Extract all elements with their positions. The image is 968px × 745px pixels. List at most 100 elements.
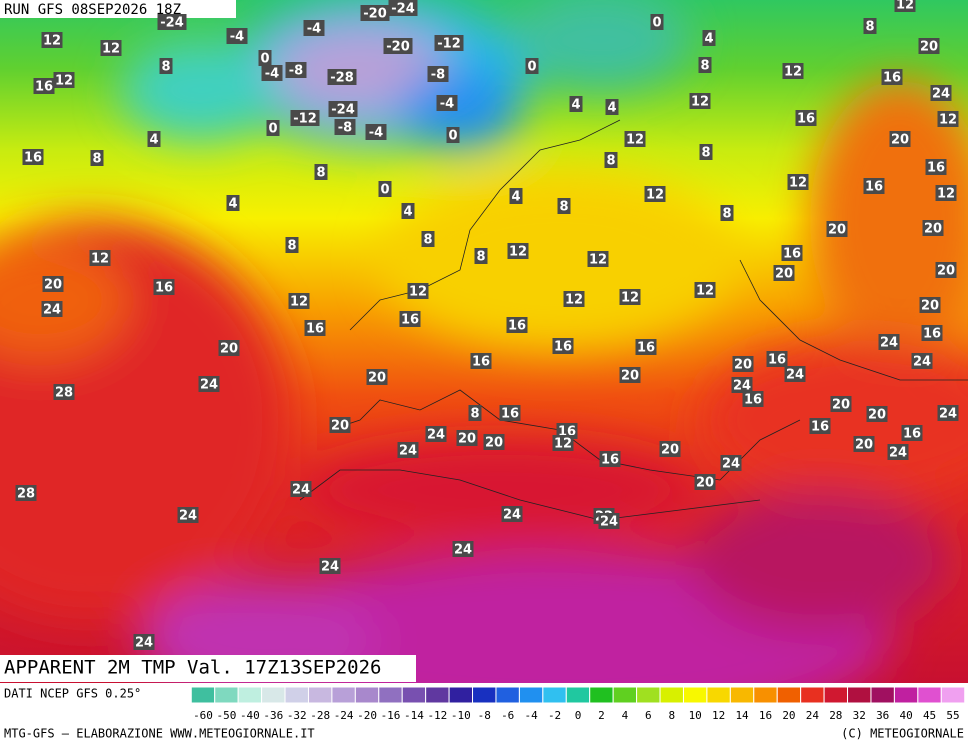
isotherm-label: 16 [783, 247, 801, 262]
label-box [427, 66, 449, 82]
isotherm-label: 20 [44, 278, 62, 293]
label-box [507, 243, 529, 259]
label-box [809, 418, 831, 434]
colorbar-swatch [214, 686, 239, 704]
isotherm-label: 0 [380, 183, 389, 198]
label-box [644, 186, 666, 202]
label-box [781, 245, 803, 261]
isotherm-label: 20 [368, 371, 386, 386]
colorbar-label: 12 [712, 709, 725, 722]
label-box [366, 369, 388, 385]
label-box [659, 441, 681, 457]
colorbar-swatch [636, 686, 661, 704]
label-box [42, 276, 64, 292]
colorbar-swatch [354, 686, 380, 704]
label-box [894, 0, 916, 12]
label-box [329, 417, 351, 433]
isotherm-label: 0 [527, 60, 536, 75]
label-box [401, 203, 415, 219]
isotherm-label: 16 [601, 453, 619, 468]
isotherm-label: -12 [437, 37, 461, 52]
isotherm-label: 12 [290, 295, 308, 310]
colorbar-swatch [776, 686, 802, 704]
colorbar-label: -10 [451, 709, 471, 722]
isotherm-label: 16 [24, 151, 42, 166]
colorbar-label: 14 [735, 709, 749, 722]
label-box [563, 291, 585, 307]
isotherm-label: 16 [811, 420, 829, 435]
label-box [53, 384, 75, 400]
label-box [266, 120, 280, 136]
colorbar-label: -32 [287, 709, 307, 722]
isotherm-label: 8 [559, 200, 568, 215]
colorbar-label: 6 [645, 709, 652, 722]
label-box [795, 110, 817, 126]
label-box [766, 351, 788, 367]
colorbar-swatch [706, 686, 731, 704]
isotherm-label: 12 [937, 187, 955, 202]
isotherm-label: 16 [472, 355, 490, 370]
isotherm-label: 24 [179, 509, 197, 524]
label-box [782, 63, 804, 79]
label-box [552, 435, 574, 451]
isotherm-label: 12 [789, 176, 807, 191]
isotherm-label: 20 [921, 299, 939, 314]
colorbar-label: 40 [900, 709, 913, 722]
isotherm-label: 20 [855, 438, 873, 453]
isotherm-label: 4 [704, 32, 713, 47]
isotherm-label: 16 [903, 427, 921, 442]
isotherm-label: 12 [565, 293, 583, 308]
label-box [499, 405, 521, 421]
colorbar-label: 2 [598, 709, 605, 722]
colorbar-label: 32 [853, 709, 866, 722]
colorbar-label: -60 [193, 709, 213, 722]
copyright: (C) METEOGIORNALE [841, 727, 964, 741]
label-box [90, 150, 104, 166]
label-box [53, 72, 75, 88]
isotherm-label: 20 [696, 476, 714, 491]
label-box [468, 405, 482, 421]
isotherm-label: 24 [292, 483, 310, 498]
label-box [425, 426, 447, 442]
label-box [100, 40, 122, 56]
map-title: APPARENT 2M TMP Val. 17Z13SEP2026 [4, 657, 382, 679]
isotherm-label: 28 [17, 487, 35, 502]
isotherm-label: 12 [691, 95, 709, 110]
label-box [922, 220, 944, 236]
isotherm-label: 20 [775, 267, 793, 282]
isotherm-label: 20 [485, 436, 503, 451]
label-box [587, 251, 609, 267]
colorbar-swatch [237, 686, 263, 704]
isotherm-label: 8 [470, 407, 479, 422]
colorbar-swatch [307, 686, 333, 704]
label-box [598, 513, 620, 529]
isotherm-label: 20 [832, 398, 850, 413]
colorbar-label: 10 [689, 709, 702, 722]
label-box [483, 434, 505, 450]
label-box [446, 127, 460, 143]
isotherm-label: -20 [363, 7, 387, 22]
colorbar-swatch [448, 686, 474, 704]
isotherm-label: 8 [701, 146, 710, 161]
colorbar-swatch [284, 686, 309, 704]
label-box [866, 406, 888, 422]
label-box [421, 231, 435, 247]
label-box [198, 376, 220, 392]
label-box [552, 338, 574, 354]
colorbar-swatch [682, 686, 708, 704]
isotherm-label: 4 [607, 101, 616, 116]
isotherm-label: -4 [230, 30, 244, 45]
label-box [689, 93, 711, 109]
isotherm-label: 24 [503, 508, 521, 523]
label-box [742, 391, 764, 407]
isotherm-label: 24 [889, 446, 907, 461]
coastlines [299, 119, 968, 521]
label-box [133, 634, 155, 650]
label-box [731, 377, 753, 393]
isotherm-label: 16 [768, 353, 786, 368]
isotherm-label: -4 [440, 97, 454, 112]
colorbar-label: 28 [829, 709, 842, 722]
isotherm-label: 8 [865, 20, 874, 35]
isotherm-label: 0 [448, 129, 457, 144]
label-box [22, 149, 44, 165]
